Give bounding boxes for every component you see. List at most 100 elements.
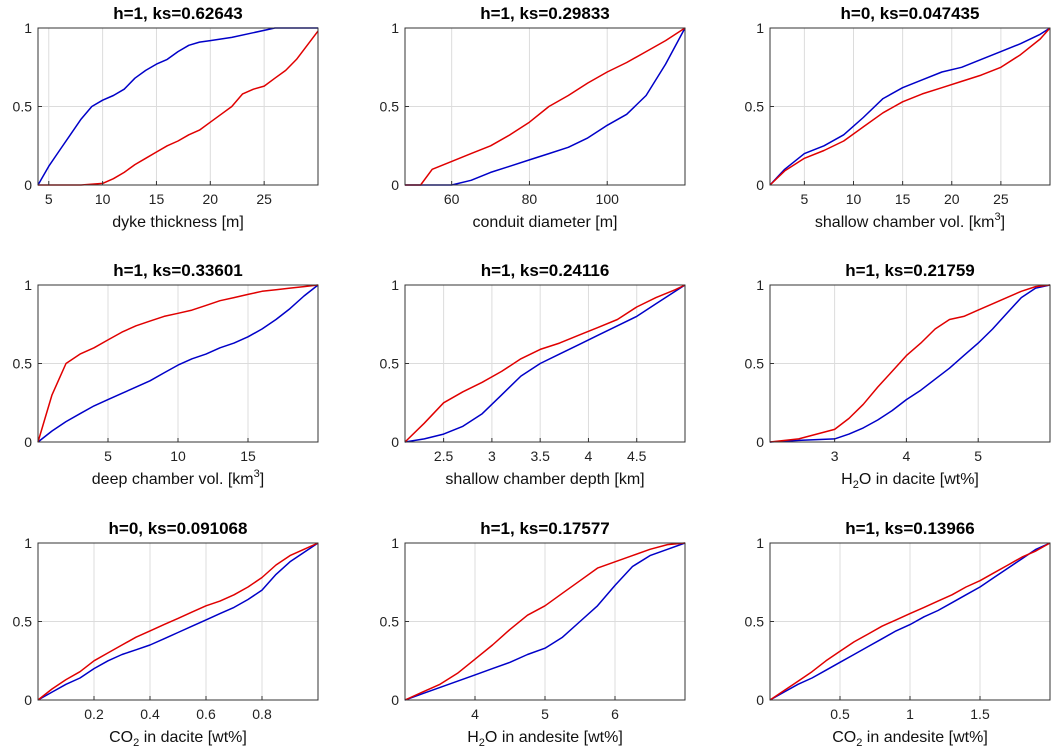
panel-1: 5 10 15 20 25 0 0.5 1 h=1, ks=0.62643 dyke thickn… bbox=[13, 4, 319, 231]
y-tick-label: 1 bbox=[24, 277, 32, 293]
y-tick-label: 0 bbox=[391, 434, 399, 450]
x-tick-label: 20 bbox=[944, 191, 960, 207]
x-tick-label: 10 bbox=[95, 191, 111, 207]
x-axis-label: deep chamber vol. [km3] bbox=[92, 468, 264, 488]
panel-9: 0.5 1 1.5 0 0.5 1 h=1, ks=0.13966 CO2 in andesi… bbox=[745, 519, 1051, 749]
y-tick-label: 1 bbox=[391, 535, 399, 551]
y-tick-label: 0.5 bbox=[745, 614, 765, 630]
x-tick-label: 0.2 bbox=[84, 706, 104, 722]
x-tick-label: 5 bbox=[45, 191, 53, 207]
x-axis-label: shallow chamber depth [km] bbox=[445, 471, 644, 488]
x-tick-label: 5 bbox=[104, 448, 112, 464]
x-tick-label: 1.5 bbox=[970, 706, 990, 722]
x-axis-label: shallow chamber vol. [km3] bbox=[815, 211, 1005, 231]
panel-7: 0.2 0.4 0.6 0.8 0 0.5 1 h=0, ks=0.091068 CO2 in … bbox=[13, 519, 319, 749]
x-tick-label: 5 bbox=[541, 706, 549, 722]
series-line-blue bbox=[769, 542, 1051, 701]
x-tick-label: 15 bbox=[149, 191, 165, 207]
y-tick-label: 1 bbox=[24, 535, 32, 551]
x-tick-label: 1 bbox=[906, 706, 914, 722]
x-axis-label: dyke thickness [m] bbox=[112, 214, 244, 231]
y-tick-label: 0.5 bbox=[13, 356, 33, 372]
y-tick-label: 0 bbox=[756, 177, 764, 193]
y-tick-label: 1 bbox=[756, 277, 764, 293]
x-tick-label: 20 bbox=[203, 191, 219, 207]
x-tick-label: 0.5 bbox=[830, 706, 850, 722]
y-tick-label: 1 bbox=[756, 20, 764, 36]
series-line-red bbox=[404, 542, 686, 701]
y-tick-label: 0.5 bbox=[13, 614, 33, 630]
series-line-blue bbox=[37, 542, 319, 701]
x-tick-label: 4 bbox=[903, 448, 911, 464]
chart-title: h=0, ks=0.047435 bbox=[841, 4, 980, 23]
x-axis-label: CO2 in andesite [wt%] bbox=[832, 729, 988, 749]
y-tick-label: 0 bbox=[756, 434, 764, 450]
series-line-blue bbox=[404, 284, 686, 443]
chart-title: h=1, ks=0.29833 bbox=[480, 4, 610, 23]
chart-title: h=1, ks=0.62643 bbox=[113, 4, 243, 23]
chart-title: h=0, ks=0.091068 bbox=[109, 519, 248, 538]
panel-6: 3 4 5 0 0.5 1 h=1, ks=0.21759 H2O in dacite [wt… bbox=[745, 261, 1051, 491]
x-tick-label: 60 bbox=[444, 191, 460, 207]
series-line-red bbox=[38, 30, 319, 186]
x-tick-label: 3 bbox=[831, 448, 839, 464]
y-tick-label: 0.5 bbox=[380, 356, 400, 372]
y-tick-label: 0.5 bbox=[745, 99, 765, 115]
x-tick-label: 10 bbox=[846, 191, 862, 207]
chart-title: h=1, ks=0.33601 bbox=[113, 261, 243, 280]
x-tick-label: 25 bbox=[993, 191, 1009, 207]
x-tick-label: 15 bbox=[895, 191, 911, 207]
y-tick-label: 0.5 bbox=[380, 614, 400, 630]
series-line-blue bbox=[404, 542, 686, 701]
x-tick-label: 15 bbox=[240, 448, 256, 464]
series-line-red bbox=[405, 27, 686, 186]
x-tick-label: 4.5 bbox=[627, 448, 647, 464]
series-line-red bbox=[37, 284, 319, 443]
x-tick-label: 80 bbox=[522, 191, 538, 207]
y-tick-label: 1 bbox=[756, 535, 764, 551]
x-axis-label: conduit diameter [m] bbox=[473, 214, 618, 231]
chart-title: h=1, ks=0.21759 bbox=[845, 261, 975, 280]
x-tick-label: 4 bbox=[585, 448, 593, 464]
y-tick-label: 1 bbox=[391, 277, 399, 293]
series-line-blue bbox=[769, 284, 1051, 443]
y-tick-label: 0 bbox=[391, 692, 399, 708]
chart-title: h=1, ks=0.24116 bbox=[481, 261, 610, 280]
series-line-red bbox=[769, 284, 1051, 443]
x-tick-label: 2.5 bbox=[434, 448, 454, 464]
x-tick-label: 100 bbox=[596, 191, 620, 207]
panel-4: 5 10 15 0 0.5 1 h=1, ks=0.33601 deep chamber vo… bbox=[13, 261, 319, 488]
x-tick-label: 5 bbox=[800, 191, 808, 207]
x-tick-label: 3 bbox=[488, 448, 496, 464]
chart-title: h=1, ks=0.17577 bbox=[480, 519, 610, 538]
series-line-red bbox=[769, 27, 1051, 186]
x-axis-label: CO2 in dacite [wt%] bbox=[109, 729, 247, 749]
y-tick-label: 0 bbox=[24, 434, 32, 450]
y-tick-label: 0 bbox=[391, 177, 399, 193]
x-tick-label: 25 bbox=[256, 191, 272, 207]
x-tick-label: 6 bbox=[611, 706, 619, 722]
panel-5: 2.5 3 3.5 4 4.5 0 0.5 1 h=1, ks=0.24116 shallow c… bbox=[380, 261, 686, 488]
series-line-blue bbox=[769, 27, 1051, 186]
series-line-blue bbox=[37, 27, 318, 186]
x-tick-label: 10 bbox=[170, 448, 186, 464]
x-axis-label: H2O in andesite [wt%] bbox=[467, 729, 623, 749]
x-tick-label: 4 bbox=[471, 706, 479, 722]
x-tick-label: 3.5 bbox=[530, 448, 550, 464]
panel-3: 5 10 15 20 25 0 0.5 1 h=0, ks=0.047435 shallow ch… bbox=[745, 4, 1051, 231]
y-tick-label: 0.5 bbox=[13, 99, 33, 115]
x-axis-label: H2O in dacite [wt%] bbox=[841, 471, 979, 491]
x-tick-label: 0.8 bbox=[252, 706, 272, 722]
y-tick-label: 0.5 bbox=[380, 99, 400, 115]
chart-title: h=1, ks=0.13966 bbox=[845, 519, 975, 538]
y-tick-label: 0.5 bbox=[745, 356, 765, 372]
y-tick-label: 0 bbox=[24, 177, 32, 193]
x-tick-label: 5 bbox=[974, 448, 982, 464]
y-tick-label: 1 bbox=[391, 20, 399, 36]
series-line-red bbox=[404, 284, 686, 443]
x-tick-label: 0.4 bbox=[140, 706, 160, 722]
series-line-red bbox=[769, 542, 1051, 701]
series-line-red bbox=[37, 542, 319, 701]
y-tick-label: 1 bbox=[24, 20, 32, 36]
